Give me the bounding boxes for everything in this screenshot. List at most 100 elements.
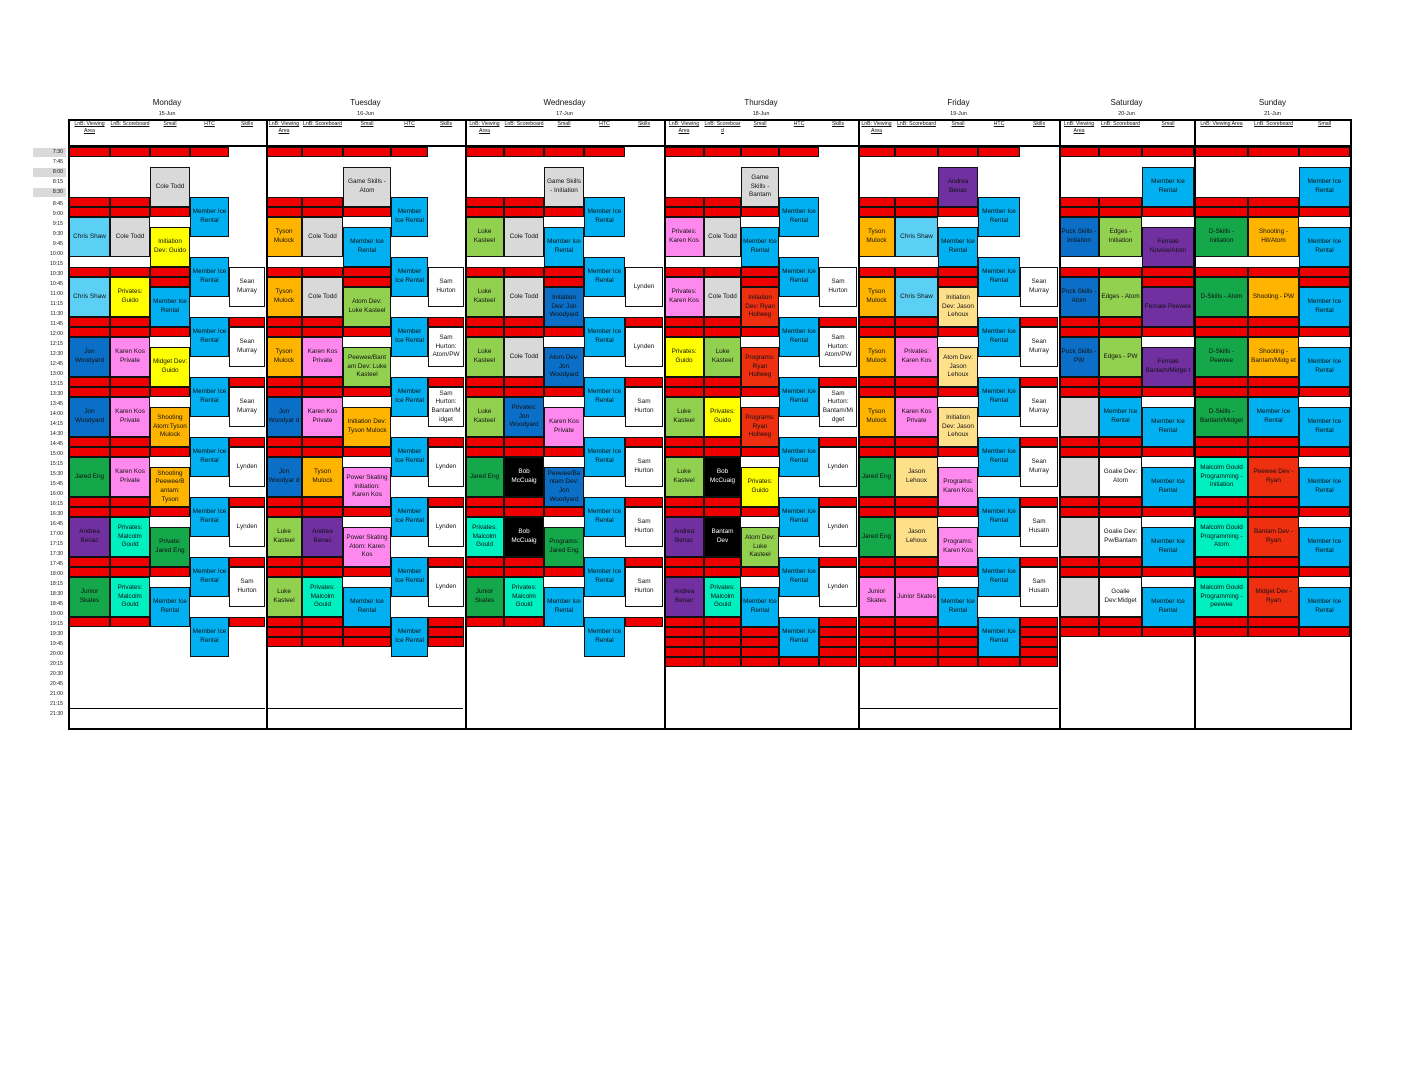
schedule-event: Sam Hurton: Bantam/M idget	[428, 387, 464, 427]
time-label: 21:15	[50, 701, 63, 707]
red-slot	[704, 377, 741, 387]
red-slot	[1099, 567, 1142, 577]
day-name: Monday	[152, 98, 182, 107]
red-slot	[1299, 207, 1350, 217]
schedule-event: Member Ice Rental	[190, 377, 229, 417]
schedule-event: Initiation Dev: Jason Lehoux	[938, 287, 978, 327]
schedule-event: Shooting - PW	[1248, 277, 1299, 317]
schedule-event: Chris Shaw	[69, 217, 110, 257]
schedule-event: Cole Todd	[704, 277, 741, 317]
schedule-event: Puck Skills - Atom	[1059, 277, 1099, 317]
column-header: LnB: Scoreboar d	[704, 121, 741, 135]
day-date: 18-Jun	[752, 111, 770, 117]
red-slot	[704, 557, 741, 567]
time-label: 18:30	[50, 591, 63, 597]
red-slot	[229, 317, 265, 327]
schedule-event: Lynden	[819, 507, 857, 547]
schedule-event: Cole Todd	[302, 217, 343, 257]
schedule-event: Member Ice Rental	[190, 437, 229, 477]
schedule-event: Sam Hurton	[625, 447, 663, 487]
red-slot	[741, 267, 779, 277]
red-slot	[1248, 317, 1299, 327]
schedule-event: Peewee Dev - Ryan	[1248, 457, 1299, 497]
schedule-event: Female Novice/Atom	[1142, 227, 1194, 267]
red-slot	[704, 657, 741, 667]
schedule-event: Karen Kos Private	[110, 337, 150, 377]
time-label: 17:00	[50, 531, 63, 537]
red-slot	[895, 207, 938, 217]
schedule-event: D-Skills - Bantam/Midget	[1195, 397, 1248, 437]
red-slot	[544, 447, 584, 457]
red-slot	[664, 637, 704, 647]
column-header: LnB: Viewing Area	[668, 121, 700, 135]
red-slot	[110, 317, 150, 327]
schedule-event: Power Skating Initiation: Karen Kos	[343, 467, 391, 507]
red-slot	[544, 567, 584, 577]
schedule-event: Member Ice Rental	[938, 227, 978, 267]
schedule-event: Atom Dev: Luke Kasteel	[741, 527, 779, 567]
time-label: 10:00	[50, 251, 63, 257]
red-slot	[1099, 437, 1142, 447]
schedule-event: Jason Lehoux	[895, 457, 938, 497]
schedule-event: Bantam Dev	[704, 517, 741, 557]
red-slot	[266, 197, 302, 207]
schedule-event: Peewee/Bant am Dev: Luke Kasteel	[343, 347, 391, 387]
red-slot	[150, 507, 190, 517]
schedule-event: Member Ice Rental	[190, 557, 229, 597]
day-divider	[1194, 119, 1196, 730]
schedule-event: Jon Woodyar d	[266, 457, 302, 497]
red-slot	[229, 557, 265, 567]
schedule-event: Puck Skills - Initiation	[1059, 217, 1099, 257]
red-slot	[544, 507, 584, 517]
schedule-event: Sean Murray	[1020, 387, 1058, 427]
schedule-event: Initiation Dev: Jason Lehoux	[938, 407, 978, 447]
time-label: 9:45	[52, 241, 63, 247]
red-slot	[819, 317, 857, 327]
schedule-event: Member Ice Rental	[584, 497, 625, 537]
red-slot	[704, 567, 741, 577]
red-slot	[704, 637, 741, 647]
schedule-event: Member Ice Rental	[391, 437, 428, 477]
schedule-event: Bob McCuaig	[504, 457, 544, 497]
schedule-event: Luke Kasteel	[664, 457, 704, 497]
red-slot	[229, 437, 265, 447]
schedule-event: Sam Hurton	[428, 267, 464, 307]
red-slot	[266, 147, 302, 157]
schedule-event: Midget Dev: Guido	[150, 347, 190, 387]
schedule-event: Privates: Malcolm Gould	[110, 577, 150, 617]
red-slot	[69, 147, 110, 157]
schedule-event: Member Ice Rental	[978, 377, 1020, 417]
red-slot	[1248, 327, 1299, 337]
column-header: Small	[360, 121, 374, 127]
red-slot	[1195, 507, 1248, 517]
red-slot	[110, 327, 150, 337]
red-slot	[302, 557, 343, 567]
red-slot	[1020, 317, 1058, 327]
schedule-event: Member Ice Rental	[1299, 587, 1350, 627]
red-slot	[302, 627, 343, 637]
red-slot	[544, 277, 584, 287]
schedule-event: Member Ice Rental	[978, 497, 1020, 537]
schedule-event: Privates: Guido	[664, 337, 704, 377]
red-slot	[343, 507, 391, 517]
red-slot	[625, 437, 663, 447]
red-slot	[266, 267, 302, 277]
schedule-event: Member Ice Rental	[779, 257, 819, 297]
schedule-event: Member Ice Rental	[391, 317, 428, 357]
red-slot	[1142, 277, 1194, 287]
red-slot	[504, 387, 544, 397]
schedule-event: Tyson Mulock	[266, 217, 302, 257]
schedule-event: Sam Hurton	[625, 567, 663, 607]
schedule-event: D-Skills - Peewee	[1195, 337, 1248, 377]
schedule-event: Goalie Dev: Pw/Bantam	[1099, 517, 1142, 557]
schedule-event: Sam Hurton	[625, 507, 663, 547]
red-slot	[1059, 567, 1099, 577]
day-date: 20-Jun	[1118, 111, 1135, 117]
red-slot	[110, 377, 150, 387]
red-slot	[1299, 147, 1350, 157]
red-slot	[858, 147, 895, 157]
red-slot	[1195, 387, 1248, 397]
red-slot	[544, 207, 584, 217]
red-slot	[465, 437, 504, 447]
red-slot	[625, 557, 663, 567]
